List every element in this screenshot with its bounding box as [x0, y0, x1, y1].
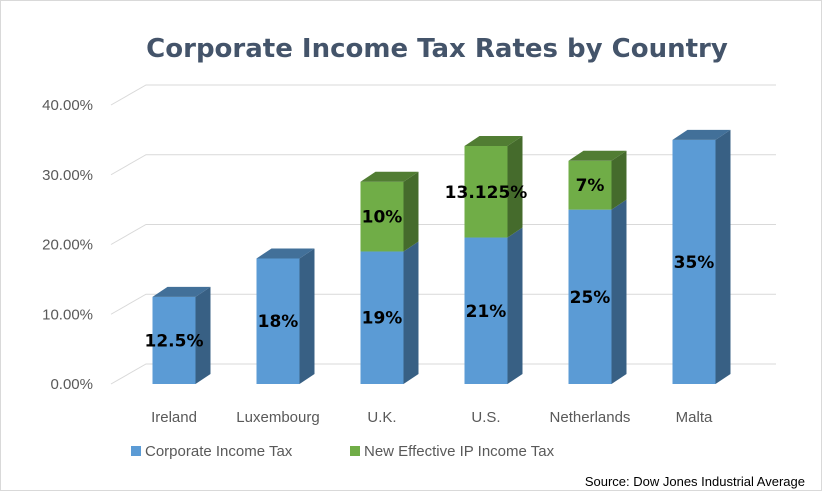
data-label: 10% [362, 208, 403, 228]
data-label: 35% [674, 253, 715, 273]
bar-side [403, 241, 419, 384]
bar-front [568, 160, 612, 210]
bar-top [464, 135, 523, 146]
bar-side [403, 171, 419, 252]
data-labels: 12.5% 18% 19% 10% 21% 13.125% 25% 7% 35% [145, 176, 715, 351]
legend-swatch-corporate [131, 446, 141, 456]
legend-label-corporate: Corporate Income Tax [145, 443, 293, 460]
x-axis-categories: Ireland Luxembourg U.K. U.S. Netherlands Malt… [151, 409, 713, 426]
bar-front [152, 296, 196, 384]
bar-front [360, 251, 404, 384]
y-tick-label: 10.00% [42, 306, 93, 323]
data-label: 19% [362, 309, 403, 329]
bar-side [507, 227, 523, 384]
y-tick-label: 30.00% [42, 167, 93, 184]
x-category-label: Malta [676, 409, 713, 426]
y-tick-label: 20.00% [42, 237, 93, 254]
y-tick-label: 40.00% [42, 97, 93, 114]
x-category-label: Luxembourg [236, 409, 319, 426]
data-label: 18% [258, 312, 299, 332]
gridlines [110, 84, 776, 385]
x-category-label: U.S. [471, 409, 500, 426]
y-axis-ticks: 0.00% 10.00% 20.00% 30.00% 40.00% [42, 97, 93, 393]
gridline [110, 224, 776, 245]
gridline [110, 154, 776, 176]
data-label: 21% [466, 302, 507, 322]
bar-side [611, 199, 627, 384]
bar-top [152, 286, 211, 297]
bar-side [611, 150, 627, 210]
bar-side [195, 286, 211, 384]
bar-side [507, 135, 523, 238]
gridline [110, 293, 776, 315]
bar-top [256, 248, 315, 259]
bar-front [360, 181, 404, 252]
bar-top [672, 129, 731, 140]
bar-front [464, 237, 508, 384]
gridline [110, 363, 776, 385]
bar-side [715, 129, 731, 384]
legend-label-ip: New Effective IP Income Tax [364, 443, 555, 460]
x-category-label: U.K. [367, 409, 396, 426]
bar-front [672, 139, 716, 384]
chart-title: Corporate Income Tax Rates by Country [146, 34, 728, 64]
data-label: 12.5% [145, 331, 204, 351]
bar-front [464, 145, 508, 238]
x-category-label: Netherlands [550, 409, 631, 426]
source-note: Source: Dow Jones Industrial Average [585, 474, 805, 489]
bars [152, 129, 731, 384]
legend: Corporate Income Tax New Effective IP In… [131, 443, 555, 460]
bar-top [568, 150, 627, 161]
legend-swatch-ip [350, 446, 360, 456]
bar-front [568, 209, 612, 384]
x-category-label: Ireland [151, 409, 197, 426]
data-label: 13.125% [445, 183, 528, 203]
bar-front [256, 258, 300, 384]
bar-side [299, 248, 315, 384]
bar-top [360, 171, 419, 182]
data-label: 7% [576, 176, 605, 196]
y-tick-label: 0.00% [50, 376, 93, 393]
data-label: 25% [570, 288, 611, 308]
gridline [110, 84, 776, 106]
